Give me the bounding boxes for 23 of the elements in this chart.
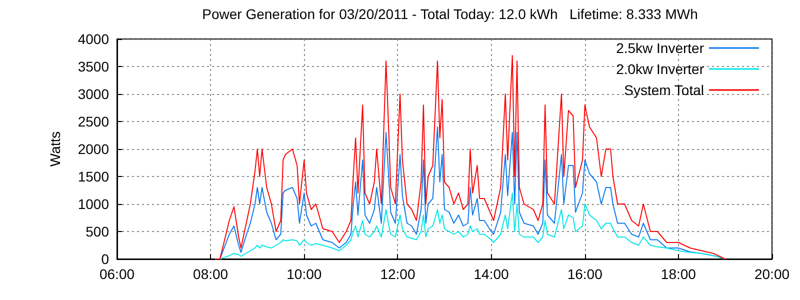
- x-tick-label: 18:00: [660, 266, 696, 282]
- y-tick-label: 4000: [78, 31, 110, 47]
- x-tick-label: 20:00: [754, 266, 790, 282]
- legend-label: System Total: [624, 82, 704, 98]
- legend-label: 2.5kw Inverter: [616, 40, 704, 56]
- legend-label: 2.0kw Inverter: [616, 61, 704, 77]
- x-tick-label: 08:00: [193, 266, 228, 282]
- y-tick-label: 0: [101, 251, 110, 267]
- y-tick-label: 1500: [78, 168, 110, 184]
- line-series: [214, 55, 726, 260]
- y-tick-label: 500: [86, 224, 110, 240]
- x-tick-label: 12:00: [380, 266, 416, 282]
- x-tick-label: 10:00: [286, 266, 322, 282]
- y-tick-label: 1000: [78, 196, 110, 212]
- y-tick-label: 2500: [78, 114, 110, 130]
- x-tick-label: 14:00: [474, 266, 510, 282]
- y-tick-label: 2000: [78, 141, 110, 157]
- y-tick-label: 3000: [78, 86, 110, 102]
- y-axis-title: Watts: [47, 131, 63, 167]
- x-tick-label: 06:00: [99, 266, 135, 282]
- y-tick-label: 3500: [78, 58, 110, 74]
- chart-title: Power Generation for 03/20/2011 - Total Today: 12.0 kWh Lifetime: 8.333 MWh: [202, 6, 698, 22]
- x-tick-label: 16:00: [567, 266, 603, 282]
